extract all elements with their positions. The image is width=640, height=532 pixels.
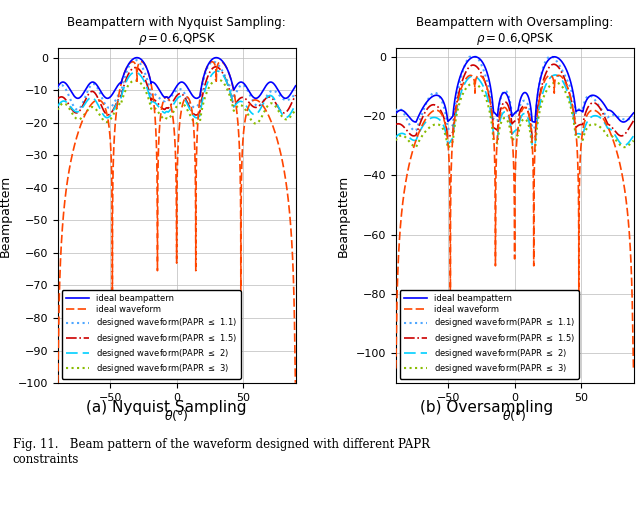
Y-axis label: Beampattern: Beampattern	[337, 174, 350, 256]
Title: Beampattern with Nyquist Sampling:
$\rho = 0.6$,QPSK: Beampattern with Nyquist Sampling: $\rho…	[67, 16, 286, 47]
Text: (a) Nyquist Sampling: (a) Nyquist Sampling	[86, 400, 246, 415]
Text: Fig. 11.   Beam pattern of the waveform designed with different PAPR
constraints: Fig. 11. Beam pattern of the waveform de…	[13, 438, 430, 466]
Title: Beampattern with Oversampling:
$\rho = 0.6$,QPSK: Beampattern with Oversampling: $\rho = 0…	[416, 16, 613, 47]
X-axis label: $\theta$(°): $\theta$(°)	[164, 409, 189, 423]
Text: (b) Oversampling: (b) Oversampling	[420, 400, 553, 415]
X-axis label: $\theta$(°): $\theta$(°)	[502, 409, 527, 423]
Y-axis label: Beampattern: Beampattern	[0, 174, 12, 256]
Legend: ideal beampattern, ideal waveform, designed waveform(PAPR $\leq$ 1.1), designed : ideal beampattern, ideal waveform, desig…	[400, 290, 579, 379]
Legend: ideal beampattern, ideal waveform, designed waveform(PAPR $\leq$ 1.1), designed : ideal beampattern, ideal waveform, desig…	[62, 290, 241, 379]
